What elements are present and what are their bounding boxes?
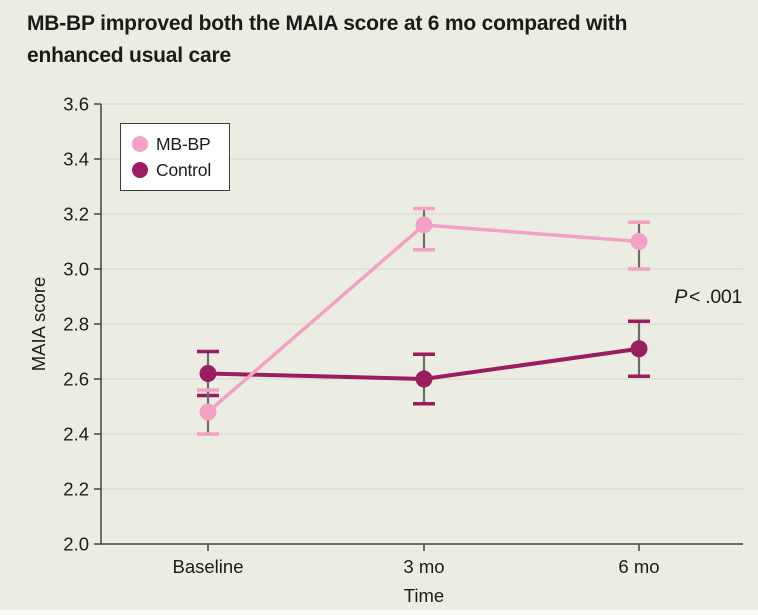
legend-label-control: Control [156,159,212,180]
x-axis-title: Time [404,585,444,606]
y-tick-label: 2.0 [63,534,89,555]
legend-label-mb-bp: MB-BP [156,133,211,154]
y-tick-label: 3.2 [63,204,89,225]
y-axis-title: MAIA score [28,277,49,372]
chart-legend: MB-BP Control [120,123,231,191]
x-tick-label: 3 mo [403,556,444,577]
data-point-control [630,340,648,358]
p-symbol: P [674,286,688,308]
legend-item-mb-bp: MB-BP [132,132,211,156]
data-point-mb-bp [415,216,433,234]
legend-dot-mb-bp-icon [132,136,148,152]
bottom-edge-strip [0,610,758,615]
data-point-mb-bp [630,233,648,250]
x-tick-label: Baseline [173,556,244,577]
y-tick-label: 2.8 [63,314,89,335]
y-tick-label: 2.6 [63,369,89,390]
y-tick-label: 3.6 [63,94,89,115]
data-point-mb-bp [199,403,217,421]
x-tick-label: 6 mo [618,556,659,577]
y-tick-label: 3.0 [63,259,89,280]
legend-item-control: Control [132,158,211,182]
figure-title: MB-BP improved both the MAIA score at 6 … [27,12,628,67]
p-value-text: < .001 [689,286,742,308]
y-tick-label: 3.4 [63,149,89,170]
data-point-control [415,370,433,388]
p-value-annotation: P < .001 [674,286,742,309]
y-tick-label: 2.4 [63,424,89,445]
data-point-control [199,365,217,382]
legend-dot-control-icon [132,162,148,178]
y-tick-label: 2.2 [63,479,89,500]
